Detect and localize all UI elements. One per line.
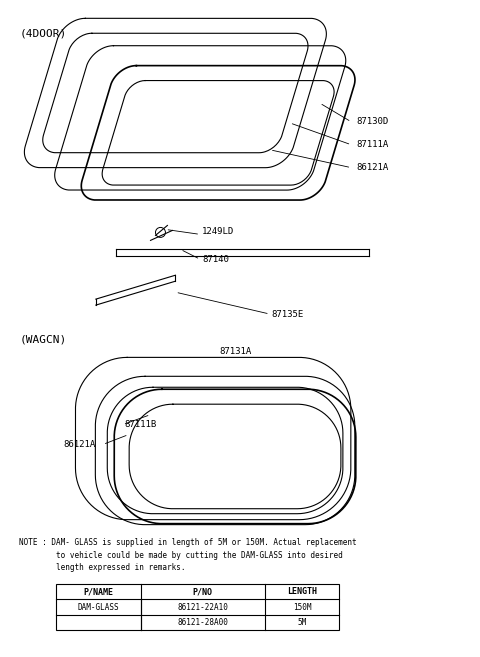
Text: P/NO: P/NO: [192, 587, 213, 596]
Text: 87111A: 87111A: [356, 141, 389, 149]
Text: 86121A: 86121A: [63, 440, 96, 449]
Bar: [56, 584, 339, 630]
Text: P/NAME: P/NAME: [84, 587, 113, 596]
Text: NOTE : DAM- GLASS is supplied in length of 5M or 150M. Actual replacement
      : NOTE : DAM- GLASS is supplied in length …: [19, 538, 357, 572]
Text: 87135E: 87135E: [272, 309, 304, 319]
Text: 87140: 87140: [202, 255, 229, 264]
Text: (4DOOR): (4DOOR): [19, 28, 67, 38]
Text: 87111B: 87111B: [125, 420, 157, 429]
Text: (WAGCN): (WAGCN): [19, 335, 67, 345]
Text: DAM-GLASS: DAM-GLASS: [77, 602, 119, 612]
Text: LENGTH: LENGTH: [287, 587, 317, 596]
Text: 150M: 150M: [293, 602, 312, 612]
Text: 5M: 5M: [298, 618, 307, 627]
Text: 87131A: 87131A: [219, 348, 251, 356]
Text: 86121A: 86121A: [356, 163, 389, 172]
Text: 86121-22A10: 86121-22A10: [177, 602, 228, 612]
Text: 1249LD: 1249LD: [202, 227, 234, 236]
Text: 87130D: 87130D: [356, 118, 389, 126]
Text: 86121-28A00: 86121-28A00: [177, 618, 228, 627]
